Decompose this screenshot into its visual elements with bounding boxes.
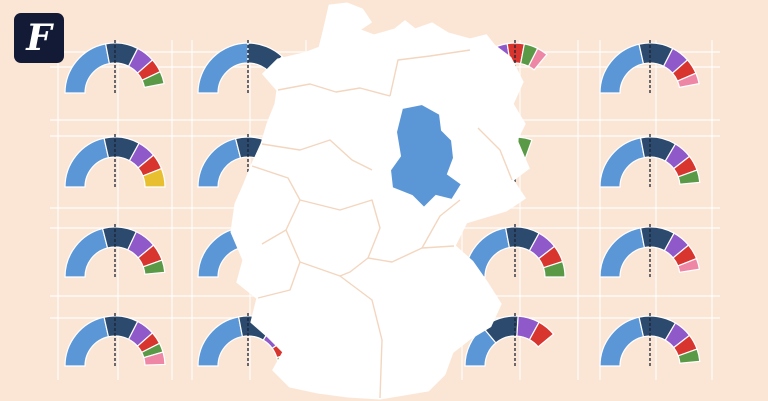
seat-segment [677,257,701,273]
seat-segment [527,47,548,71]
chart-r3-c1 [64,224,166,278]
seat-segment [142,259,166,275]
chart-r4-c4 [599,313,701,367]
chart-r3-c3 [464,224,566,278]
seat-segment [143,351,166,366]
seat-segment [528,321,555,348]
seat-segment [542,260,566,278]
chart-r4-c1 [64,313,166,367]
chart-r2-c4 [599,134,701,188]
highlighted-state [388,102,464,210]
germany-outline [230,2,530,400]
chart-r3-c4 [599,224,701,278]
chart-r2-c1 [64,134,166,188]
state-borders [251,49,513,399]
chart-r1-c4 [599,40,700,94]
brand-logo: F [14,13,64,63]
seat-segment [141,70,165,89]
chart-r1-c1 [64,40,165,94]
seat-segment [142,167,166,188]
brand-logo-letter: F [26,17,52,59]
seat-segment [677,348,701,364]
seat-segment [676,72,700,89]
seat-segment [677,169,701,185]
